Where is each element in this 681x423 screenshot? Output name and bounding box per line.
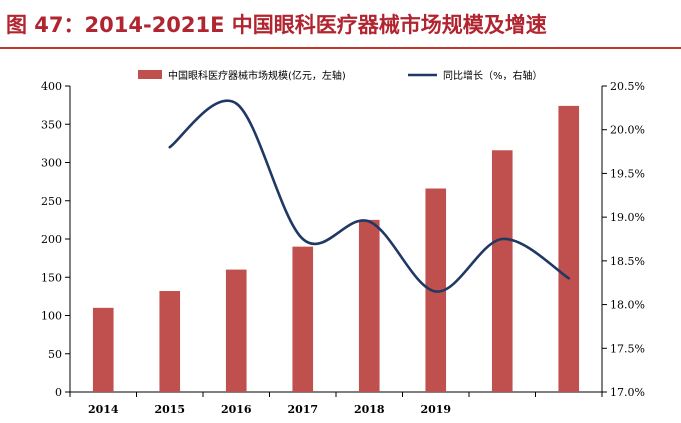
bar-2015 (159, 291, 181, 392)
y-right-tick-label: 17.0% (610, 386, 645, 399)
x-tick-labels: 2014 2015 2016 2017 2018 2019 (88, 403, 451, 416)
y-left-tick-label: 350 (41, 118, 62, 131)
x-tick-label: 2015 (154, 403, 185, 416)
y-right-tick-label: 19.5% (610, 167, 645, 180)
line-series (168, 99, 571, 293)
y-left-tick-label: 300 (41, 157, 62, 170)
legend: 中国眼科医疗器械市场规模(亿元，左轴) 同比增长（%，右轴） (138, 69, 543, 82)
x-tick-label: 2014 (88, 403, 119, 416)
x-tick-label: 2019 (420, 403, 451, 416)
bar-2016 (225, 269, 247, 392)
bar-2021E (558, 105, 580, 392)
bar-2017 (292, 246, 314, 392)
x-tick-label: 2018 (354, 403, 385, 416)
y-right-tick-label: 17.5% (610, 342, 645, 355)
y-right-tick-label: 18.0% (610, 299, 645, 312)
y-right-tick-label: 19.0% (610, 211, 645, 224)
y-left-tick-label: 100 (41, 310, 62, 323)
y-left-tick-label: 400 (41, 80, 62, 93)
y-tick-labels: 0 50 100 150 200 250 300 350 400 17.0% 17.5% 18.0% 1… (41, 80, 645, 399)
title-rule (0, 47, 681, 49)
bar-2020 (491, 150, 513, 392)
y-right-tick-label: 18.5% (610, 255, 645, 268)
y-right-tick-label: 20.0% (610, 124, 645, 137)
axes (65, 85, 607, 397)
bar-2018 (358, 219, 380, 392)
y-left-tick-label: 200 (41, 233, 62, 246)
y-left-tick-label: 250 (41, 195, 62, 208)
growth-line (168, 99, 571, 293)
legend-label-bar: 中国眼科医疗器械市场规模(亿元，左轴) (168, 69, 346, 82)
bar-2014 (92, 307, 114, 392)
bar-series (92, 105, 580, 392)
y-right-tick-label: 20.5% (610, 80, 645, 93)
x-tick-label: 2016 (221, 403, 252, 416)
x-tick-label: 2017 (287, 403, 318, 416)
page-title: 图 47：2014-2021E 中国眼科医疗器械市场规模及增速 (6, 13, 547, 37)
legend-swatch-bar (138, 70, 162, 79)
legend-label-line: 同比增长（%，右轴） (443, 69, 543, 82)
y-left-tick-label: 50 (48, 348, 62, 361)
y-left-tick-label: 0 (55, 386, 62, 399)
y-left-tick-label: 150 (41, 271, 62, 284)
